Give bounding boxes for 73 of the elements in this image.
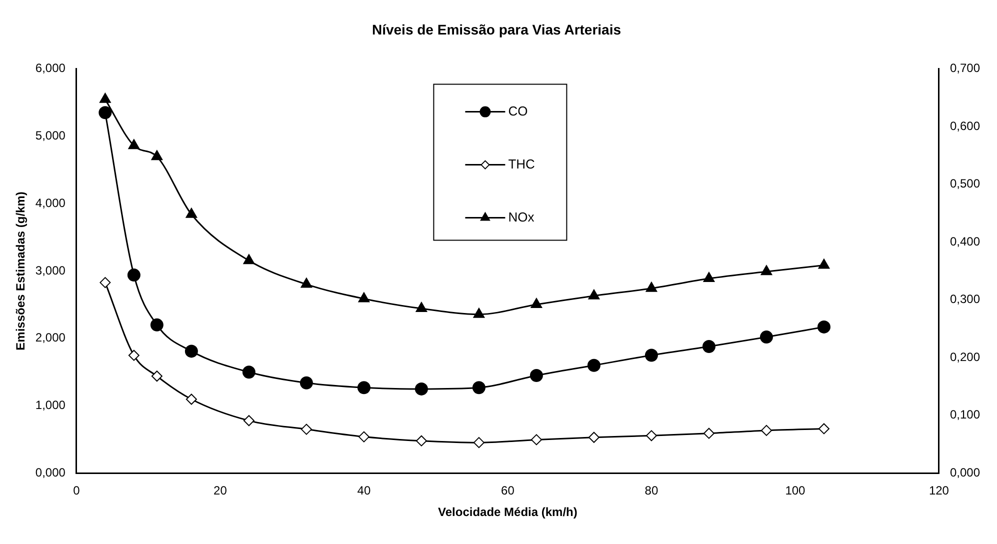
point xyxy=(128,139,140,150)
point xyxy=(530,434,542,446)
point xyxy=(98,106,112,120)
point xyxy=(242,366,256,379)
point xyxy=(414,382,428,396)
point xyxy=(243,254,255,264)
point xyxy=(530,368,543,382)
y-tick-label: 4,000 xyxy=(35,196,66,210)
x-tick-label: 0 xyxy=(73,484,80,498)
point xyxy=(184,344,198,358)
point xyxy=(186,208,198,218)
y-axis-title: Emissões Estimadas (g/km) xyxy=(14,192,28,350)
point xyxy=(646,430,657,442)
y2-tick-label: 0,700 xyxy=(950,61,980,76)
point xyxy=(150,318,164,332)
y-tick-label: 2,000 xyxy=(35,330,66,345)
legend-label: NOx xyxy=(508,209,535,224)
point xyxy=(646,282,658,292)
point xyxy=(760,265,772,276)
chart-title: Níveis de Emissão para Vias Arteriais xyxy=(372,21,622,38)
y-tick-label: 5,000 xyxy=(35,128,66,143)
y-tick-label: 1,000 xyxy=(35,398,66,412)
point xyxy=(358,431,370,442)
x-tick-label: 100 xyxy=(785,484,806,498)
point xyxy=(357,381,370,394)
point xyxy=(818,423,830,434)
x-tick-label: 20 xyxy=(214,484,228,498)
point xyxy=(300,278,312,288)
point xyxy=(128,350,140,361)
point xyxy=(186,394,197,405)
point xyxy=(300,424,312,435)
point xyxy=(818,258,830,269)
point xyxy=(703,272,715,282)
point xyxy=(473,308,485,318)
point xyxy=(416,302,428,312)
point xyxy=(588,432,600,443)
y2-tick-label: 0,600 xyxy=(950,118,980,133)
point xyxy=(588,289,600,300)
point xyxy=(416,435,427,446)
point xyxy=(817,320,830,334)
point xyxy=(300,376,313,390)
point xyxy=(587,358,600,372)
y2-tick-label: 0,300 xyxy=(950,292,980,306)
point xyxy=(703,428,714,439)
point xyxy=(358,292,370,302)
legend-label: CO xyxy=(508,103,528,118)
y2-tick-label: 0,200 xyxy=(950,350,980,364)
y2-tick-label: 0,000 xyxy=(950,466,980,480)
x-axis-title: Velocidade Média (km/h) xyxy=(438,505,578,520)
x-tick-label: 120 xyxy=(928,484,950,498)
point xyxy=(644,348,658,362)
point xyxy=(151,150,163,160)
point xyxy=(473,437,484,448)
x-tick-label: 40 xyxy=(357,484,371,498)
y2-tick-label: 0,500 xyxy=(950,176,980,191)
point xyxy=(530,298,542,308)
point xyxy=(760,424,772,436)
point xyxy=(127,268,140,282)
legend-label: THC xyxy=(508,156,535,172)
y-tick-label: 6,000 xyxy=(35,61,66,76)
y-tick-label: 0,000 xyxy=(35,466,66,480)
point xyxy=(243,415,254,426)
point xyxy=(151,370,162,382)
y2-tick-label: 0,100 xyxy=(950,408,980,422)
point xyxy=(99,92,111,103)
point xyxy=(702,340,716,353)
y2-tick-label: 0,400 xyxy=(950,234,980,248)
point xyxy=(472,381,486,394)
y-tick-label: 3,000 xyxy=(35,263,66,278)
x-tick-label: 60 xyxy=(501,484,515,498)
point xyxy=(100,277,111,288)
point xyxy=(760,330,773,344)
x-tick-label: 80 xyxy=(644,484,658,498)
